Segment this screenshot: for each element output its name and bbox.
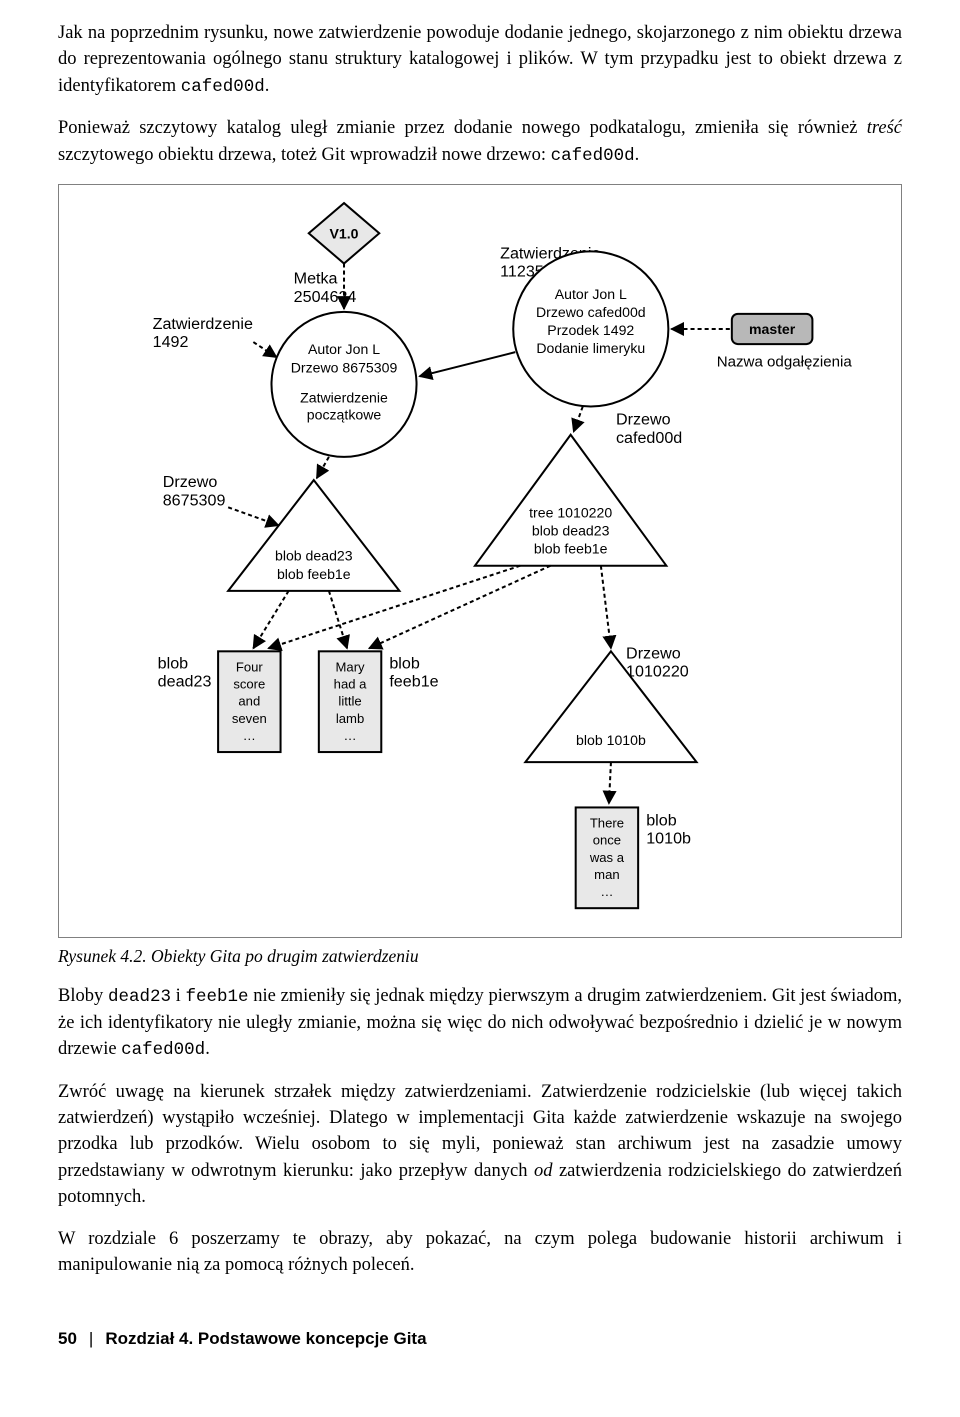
p3-d: . [205, 1039, 210, 1059]
git-objects-diagram: V1.0 Metka 2504624 Zatwierdzenie 1492 Au… [67, 193, 893, 928]
metka-label: Metka [294, 270, 338, 288]
p1-code: cafed00d [181, 77, 265, 97]
c2-l4: Dodanie limeryku [536, 341, 645, 357]
chapter-name: Rozdział 4. Podstawowe koncepcje Gita [105, 1329, 426, 1349]
t1-l1: blob dead23 [275, 548, 353, 564]
footer-separator: | [89, 1329, 93, 1349]
b3-l2: once [593, 833, 621, 848]
tree1-label: Drzewo [163, 474, 218, 492]
tree2-id: cafed00d [616, 429, 682, 447]
c1-l1: Autor Jon L [308, 342, 380, 358]
p3-code3: cafed00d [121, 1040, 205, 1060]
b1-l2: score [233, 677, 265, 692]
p2-text-a: Ponieważ szczytowy katalog uległ zmianie… [58, 118, 867, 138]
blob1-id: dead23 [158, 673, 212, 691]
c2-l1: Autor Jon L [555, 286, 627, 302]
c1-l3: Zatwierdzenie [300, 390, 388, 406]
b3-l5: … [600, 885, 613, 900]
tree1-id: 8675309 [163, 492, 226, 510]
t1-l2: blob feeb1e [277, 566, 351, 582]
b1-l5: … [243, 728, 256, 743]
p2-italic: treść [867, 118, 902, 138]
t2-l2: blob dead23 [532, 523, 610, 539]
commit1-circle [271, 312, 416, 457]
b2-l2: had a [334, 677, 367, 692]
b2-l4: lamb [336, 711, 364, 726]
t2-l1: tree 1010220 [529, 505, 612, 521]
b3-l4: man [594, 867, 619, 882]
blob2-lbl: blob [389, 655, 419, 673]
p2-text-b: szczytowego obiektu drzewa, toteż Git wp… [58, 145, 551, 165]
page-number: 50 [58, 1329, 77, 1349]
b1-l4: seven [232, 711, 267, 726]
paragraph-2: Ponieważ szczytowy katalog uległ zmianie… [58, 115, 902, 168]
branch-label: Nazwa odgałęzienia [717, 354, 853, 371]
figure-caption: Rysunek 4.2. Obiekty Gita po drugim zatw… [58, 946, 902, 967]
c1-l4: początkowe [307, 407, 382, 423]
paragraph-1: Jak na poprzednim rysunku, nowe zatwierd… [58, 20, 902, 99]
blob2-id: feeb1e [389, 673, 438, 691]
paragraph-3: Bloby dead23 i feeb1e nie zmieniły się j… [58, 983, 902, 1063]
tag-text: V1.0 [330, 226, 359, 242]
blob3-id: 1010b [646, 830, 691, 848]
paragraph-5: W rozdziale 6 poszerzamy te obrazy, aby … [58, 1226, 902, 1279]
p2-code: cafed00d [551, 146, 635, 166]
tree2-label: Drzewo [616, 411, 671, 429]
p2-text-c: . [635, 145, 640, 165]
p3-b: i [171, 986, 186, 1006]
blob1-lbl: blob [158, 655, 188, 673]
zatw1-id: 1492 [153, 334, 189, 352]
b2-l3: little [338, 694, 361, 709]
c2-l3: Przodek 1492 [547, 323, 634, 339]
c1-l2: Drzewo 8675309 [291, 360, 398, 376]
c2-l2: Drzewo cafed00d [536, 304, 646, 320]
p3-code2: feeb1e [186, 987, 249, 1007]
tree3-id: 1010220 [626, 663, 689, 681]
figure-box: V1.0 Metka 2504624 Zatwierdzenie 1492 Au… [58, 184, 902, 937]
b2-l1: Mary [336, 660, 366, 675]
p3-a: Bloby [58, 986, 108, 1006]
p1-text-b: . [265, 76, 270, 96]
page-footer: 50 | Rozdział 4. Podstawowe koncepcje Gi… [0, 1329, 960, 1367]
b2-l5: … [344, 728, 357, 743]
tag-diamond: V1.0 [309, 204, 380, 264]
b3-l3: was a [589, 850, 625, 865]
paragraph-4: Zwróć uwagę na kierunek strzałek między … [58, 1079, 902, 1210]
tree3-label: Drzewo [626, 645, 681, 663]
b3-l1: There [590, 816, 624, 831]
zatw1-label: Zatwierdzenie [153, 315, 253, 333]
master-text: master [749, 322, 796, 338]
blob3-lbl: blob [646, 812, 676, 830]
b1-l1: Four [236, 660, 264, 675]
t2-l3: blob feeb1e [534, 541, 608, 557]
t3-l1: blob 1010b [576, 732, 646, 748]
b1-l3: and [238, 694, 260, 709]
p4-italic: od [534, 1161, 553, 1181]
metka-id: 2504624 [294, 288, 357, 306]
p3-code1: dead23 [108, 987, 171, 1007]
